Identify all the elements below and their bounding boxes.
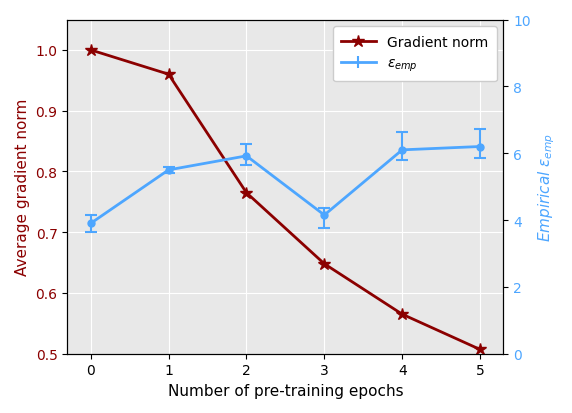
- Y-axis label: Average gradient norm: Average gradient norm: [15, 99, 30, 275]
- Y-axis label: Empirical $\varepsilon_{emp}$: Empirical $\varepsilon_{emp}$: [537, 133, 557, 242]
- Legend: Gradient norm, $\varepsilon_{emp}$: Gradient norm, $\varepsilon_{emp}$: [333, 27, 496, 82]
- X-axis label: Number of pre-training epochs: Number of pre-training epochs: [168, 383, 403, 398]
